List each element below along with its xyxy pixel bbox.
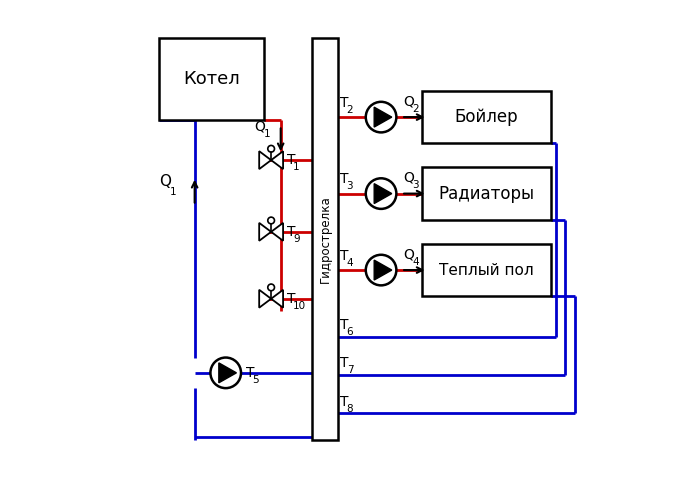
Bar: [159, 38, 264, 120]
Text: T: T: [340, 249, 349, 263]
Text: T: T: [340, 96, 349, 110]
Polygon shape: [374, 184, 392, 204]
Text: 1: 1: [293, 163, 300, 172]
Circle shape: [366, 255, 396, 285]
Polygon shape: [271, 151, 283, 169]
Bar: [421, 91, 551, 143]
Text: T: T: [340, 356, 349, 370]
Text: 1: 1: [169, 187, 176, 197]
Bar: [312, 38, 338, 440]
Text: T: T: [287, 153, 295, 167]
Text: Гидрострелка: Гидрострелка: [318, 195, 331, 283]
Bar: [421, 167, 551, 220]
Polygon shape: [271, 290, 283, 308]
Text: 4: 4: [346, 258, 354, 268]
Text: 5: 5: [252, 375, 258, 385]
Text: Радиаторы: Радиаторы: [438, 185, 534, 203]
Text: 2: 2: [346, 105, 354, 115]
Polygon shape: [271, 223, 283, 241]
Bar: [421, 244, 551, 296]
Circle shape: [366, 178, 396, 209]
Text: Q: Q: [254, 119, 265, 133]
Text: Котел: Котел: [183, 70, 240, 88]
Text: T: T: [340, 394, 349, 409]
Text: Q: Q: [403, 247, 414, 261]
Text: 10: 10: [293, 301, 306, 311]
Text: Q: Q: [159, 174, 171, 189]
Text: 3: 3: [346, 182, 354, 191]
Text: Бойлер: Бойлер: [454, 108, 518, 126]
Text: 3: 3: [412, 180, 419, 190]
Text: 4: 4: [412, 257, 419, 267]
Text: Q: Q: [403, 171, 414, 185]
Polygon shape: [374, 260, 392, 280]
Text: T: T: [246, 366, 254, 380]
Polygon shape: [259, 223, 271, 241]
Text: T: T: [287, 292, 295, 306]
Text: T: T: [287, 225, 295, 239]
Text: 8: 8: [346, 404, 354, 413]
Text: 7: 7: [346, 366, 354, 375]
Text: T: T: [340, 172, 349, 186]
Polygon shape: [259, 151, 271, 169]
Text: 9: 9: [293, 234, 300, 244]
Circle shape: [211, 358, 241, 388]
Polygon shape: [259, 290, 271, 308]
Polygon shape: [219, 363, 237, 383]
Circle shape: [366, 102, 396, 132]
Text: Q: Q: [403, 94, 414, 108]
Text: 2: 2: [412, 104, 419, 114]
Text: T: T: [340, 318, 349, 332]
Text: 6: 6: [346, 327, 354, 337]
Text: 1: 1: [263, 130, 270, 140]
Text: Теплый пол: Теплый пол: [439, 262, 533, 278]
Polygon shape: [374, 107, 392, 127]
